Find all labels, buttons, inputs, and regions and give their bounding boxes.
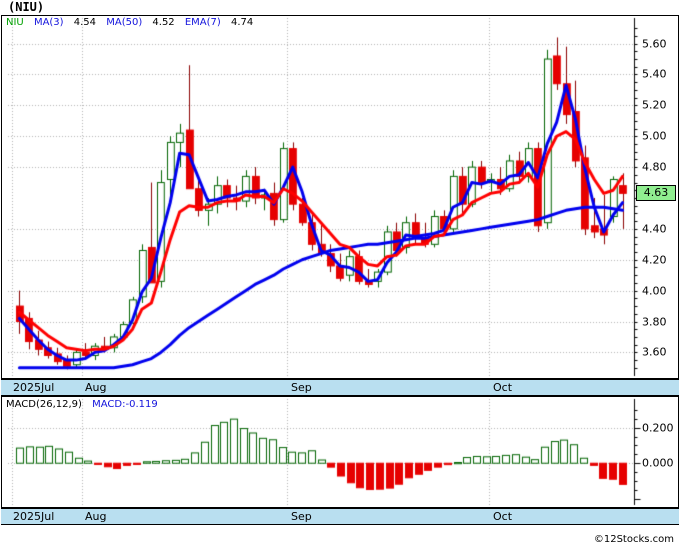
page-title: (NIU) xyxy=(8,0,45,14)
legend-symbol: NIU xyxy=(6,17,24,28)
price-y-tick: 3.60 xyxy=(642,345,667,359)
price-y-tick: 4.00 xyxy=(642,284,667,298)
price-y-tick: 5.40 xyxy=(642,67,667,81)
price-y-tick: 4.40 xyxy=(642,222,667,236)
copyright-footer: ©12Stocks.com xyxy=(593,534,674,545)
legend-ema7-value: 4.74 xyxy=(231,17,254,28)
price-chart-canvas[interactable] xyxy=(2,16,678,378)
price-y-tick: 4.80 xyxy=(642,160,667,174)
macd-y-tick: 0.200 xyxy=(642,421,674,435)
macd-y-tick: 0.000 xyxy=(642,456,674,470)
legend-macd-params: MACD(26,12,9) xyxy=(6,399,82,410)
legend-ma50-label: MA(50) xyxy=(106,17,143,28)
macd-chart-legend: MACD(26,12,9) MACD:-0.119 xyxy=(6,399,165,410)
price-y-tick: 5.00 xyxy=(642,129,667,143)
price-y-tick: 5.60 xyxy=(642,37,667,51)
price-y-tick: 5.20 xyxy=(642,98,667,112)
macd-x-axis-band: 2025Jul Aug Sep Oct xyxy=(1,508,679,525)
price-x-label-0: 2025Jul xyxy=(13,381,55,394)
macd-chart-canvas[interactable] xyxy=(2,397,678,507)
legend-ema7-label: EMA(7) xyxy=(184,17,221,28)
macd-x-label-0: 2025Jul xyxy=(13,510,55,523)
legend-macd-value: MACD:-0.119 xyxy=(92,399,158,410)
price-y-tick: 3.80 xyxy=(642,315,667,328)
price-x-axis-band: 2025Jul Aug Sep Oct xyxy=(1,379,679,396)
legend-ma3-label: MA(3) xyxy=(33,17,64,28)
legend-ma50-value: 4.52 xyxy=(152,17,175,28)
price-x-label-2: Sep xyxy=(291,381,312,394)
macd-x-label-2: Sep xyxy=(291,510,312,523)
last-price-badge: 4.63 xyxy=(636,185,676,202)
price-y-tick: 4.20 xyxy=(642,253,667,267)
legend-ma3-value: 4.54 xyxy=(73,17,97,28)
price-x-label-3: Oct xyxy=(493,381,513,394)
macd-x-label-1: Aug xyxy=(85,510,107,523)
title-bar: (NIU) xyxy=(0,0,680,15)
price-chart-legend: NIU MA(3) 4.54 MA(50) 4.52 EMA(7) 4.74 xyxy=(6,17,260,28)
price-x-label-1: Aug xyxy=(85,381,107,394)
macd-x-label-3: Oct xyxy=(493,510,513,523)
